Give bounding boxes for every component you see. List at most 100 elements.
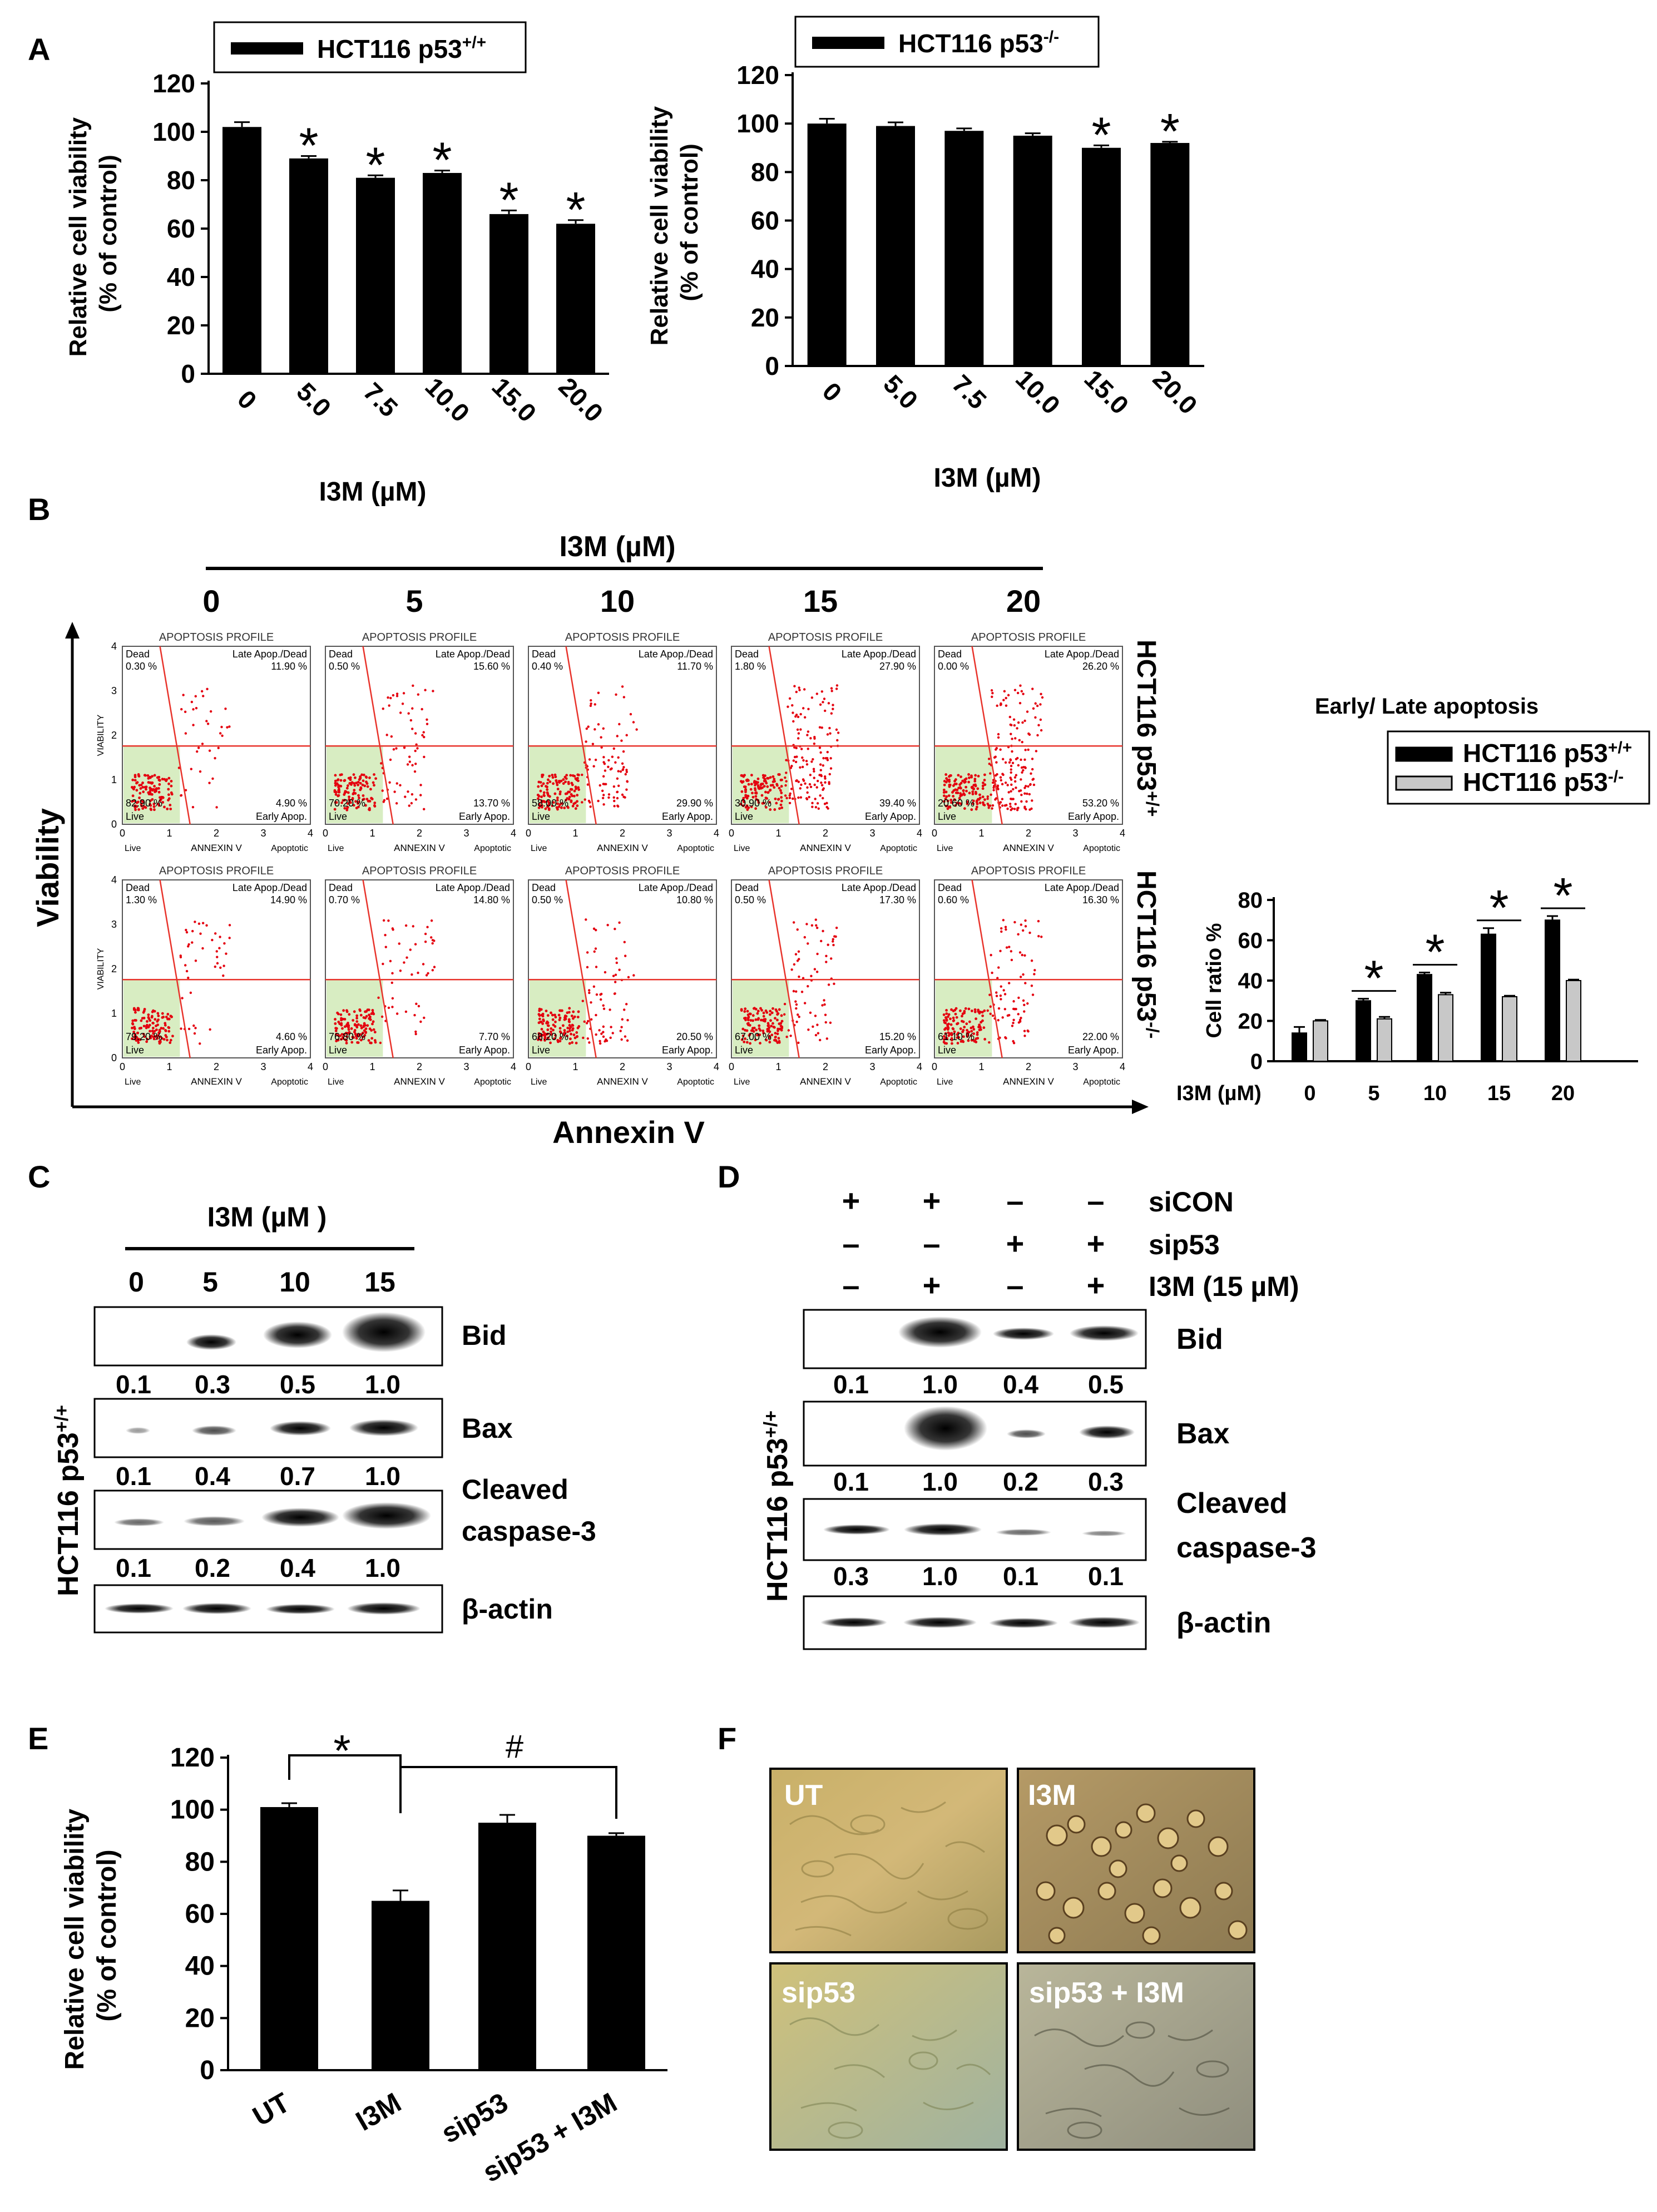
flow-dot bbox=[606, 923, 609, 927]
flow-dot bbox=[339, 784, 342, 788]
flow-dot bbox=[990, 953, 992, 957]
flow-dot bbox=[218, 947, 221, 949]
flow-dot bbox=[975, 1037, 978, 1040]
flow-dot bbox=[952, 1020, 955, 1022]
flow-dot bbox=[546, 781, 549, 785]
flow-dot bbox=[797, 737, 800, 740]
flow-dot bbox=[966, 1028, 968, 1032]
flow-dot bbox=[803, 1002, 807, 1004]
flow-dot bbox=[602, 1031, 605, 1033]
flow-dot bbox=[825, 1037, 829, 1040]
flow-dot bbox=[952, 1016, 955, 1020]
flow-dot bbox=[823, 775, 827, 778]
quadrant-live-value: 67.00 % bbox=[735, 1031, 771, 1042]
flow-dot bbox=[372, 1012, 375, 1016]
flow-x-tick: 4 bbox=[308, 828, 313, 839]
flow-dot bbox=[131, 1037, 133, 1040]
flow-dot bbox=[624, 1035, 627, 1038]
flow-x-tick: 1 bbox=[369, 828, 375, 839]
flow-dot bbox=[944, 773, 948, 776]
flow-dot bbox=[194, 921, 196, 923]
flow-dot bbox=[1023, 758, 1026, 761]
flow-dot bbox=[744, 806, 748, 809]
flow-dot bbox=[570, 799, 573, 803]
flow-dot bbox=[206, 723, 210, 725]
flow-x-caption-live: Live bbox=[937, 844, 953, 853]
flow-dot bbox=[166, 1038, 169, 1042]
flow-x-tick: 1 bbox=[166, 828, 172, 839]
flow-dot bbox=[621, 762, 624, 765]
flow-dot bbox=[170, 791, 173, 794]
quadrant-late-label: Late Apop./Dead bbox=[639, 882, 713, 893]
round-cell bbox=[1036, 1881, 1056, 1901]
flow-dot bbox=[222, 964, 225, 967]
flow-dot bbox=[774, 1032, 777, 1035]
flow-dot bbox=[585, 918, 587, 921]
flow-dot bbox=[819, 751, 822, 754]
flow-dot bbox=[1002, 919, 1005, 922]
flow-dot bbox=[546, 791, 549, 794]
quadrant-dead-value: 0.40 % bbox=[532, 661, 563, 672]
flow-plot-title: APOPTOSIS PROFILE bbox=[971, 865, 1086, 877]
flow-dot bbox=[144, 774, 147, 777]
flow-dot bbox=[547, 1036, 550, 1040]
round-cell bbox=[1124, 1903, 1145, 1924]
flow-y-tick: 2 bbox=[111, 730, 117, 741]
flow-dot bbox=[964, 785, 968, 789]
flow-dot bbox=[571, 804, 575, 808]
flow-dot bbox=[1003, 1008, 1007, 1011]
flow-dot bbox=[156, 1020, 159, 1023]
flow-dot bbox=[568, 1030, 571, 1032]
flow-dot bbox=[1020, 1016, 1022, 1020]
flow-dot bbox=[182, 694, 185, 696]
flow-x-tick: 2 bbox=[417, 828, 422, 839]
flow-x-tick: 3 bbox=[869, 1061, 875, 1072]
panel-c-caspase-value: 0.4 bbox=[280, 1553, 315, 1582]
flow-dot bbox=[1010, 783, 1013, 786]
flow-dot bbox=[832, 943, 835, 947]
x-tick-label: UT bbox=[248, 2087, 295, 2132]
flow-dot bbox=[950, 1038, 953, 1042]
flow-dot bbox=[816, 952, 819, 956]
panel-letter-a: A bbox=[28, 32, 50, 67]
flow-dot bbox=[983, 779, 986, 781]
flow-dot bbox=[155, 1025, 157, 1027]
quadrant-late-value: 27.90 % bbox=[879, 661, 916, 672]
flow-dot bbox=[601, 789, 604, 792]
quadrant-live-label: Live bbox=[329, 811, 347, 822]
flow-dot bbox=[372, 781, 375, 784]
flow-dot bbox=[568, 795, 571, 799]
flow-dot bbox=[334, 790, 338, 794]
flow-x-tick: 4 bbox=[1120, 1061, 1125, 1072]
flow-dot bbox=[741, 804, 745, 808]
flow-dot bbox=[546, 805, 549, 808]
flow-dot bbox=[430, 936, 433, 939]
flow-dot bbox=[833, 982, 835, 985]
flow-dot bbox=[133, 779, 137, 782]
flow-dot bbox=[787, 1029, 790, 1032]
flow-dot bbox=[405, 956, 408, 959]
flow-dot bbox=[822, 929, 824, 933]
flow-dot bbox=[602, 794, 605, 796]
flow-dot bbox=[164, 1030, 167, 1032]
flow-dot bbox=[1003, 804, 1007, 807]
flow-dot bbox=[565, 1015, 568, 1018]
flow-dot bbox=[368, 799, 371, 803]
quadrant-early-label: Early Apop. bbox=[459, 1045, 510, 1056]
flow-dot bbox=[1010, 950, 1012, 953]
flow-dot bbox=[743, 785, 746, 788]
flow-dot bbox=[978, 793, 981, 796]
flow-dot bbox=[979, 1011, 982, 1013]
flow-dot bbox=[778, 807, 781, 810]
flow-dot bbox=[965, 789, 968, 793]
flow-dot bbox=[142, 1011, 145, 1014]
flow-dots bbox=[537, 918, 635, 1045]
flow-dot bbox=[981, 787, 985, 790]
flow-dot bbox=[150, 782, 154, 785]
flow-dot bbox=[602, 756, 605, 759]
flow-dot bbox=[795, 1003, 798, 1006]
flow-dot bbox=[226, 726, 229, 729]
flow-x-tick: 0 bbox=[323, 1061, 328, 1072]
flow-dot bbox=[371, 1022, 374, 1026]
flow-dot bbox=[389, 959, 392, 963]
